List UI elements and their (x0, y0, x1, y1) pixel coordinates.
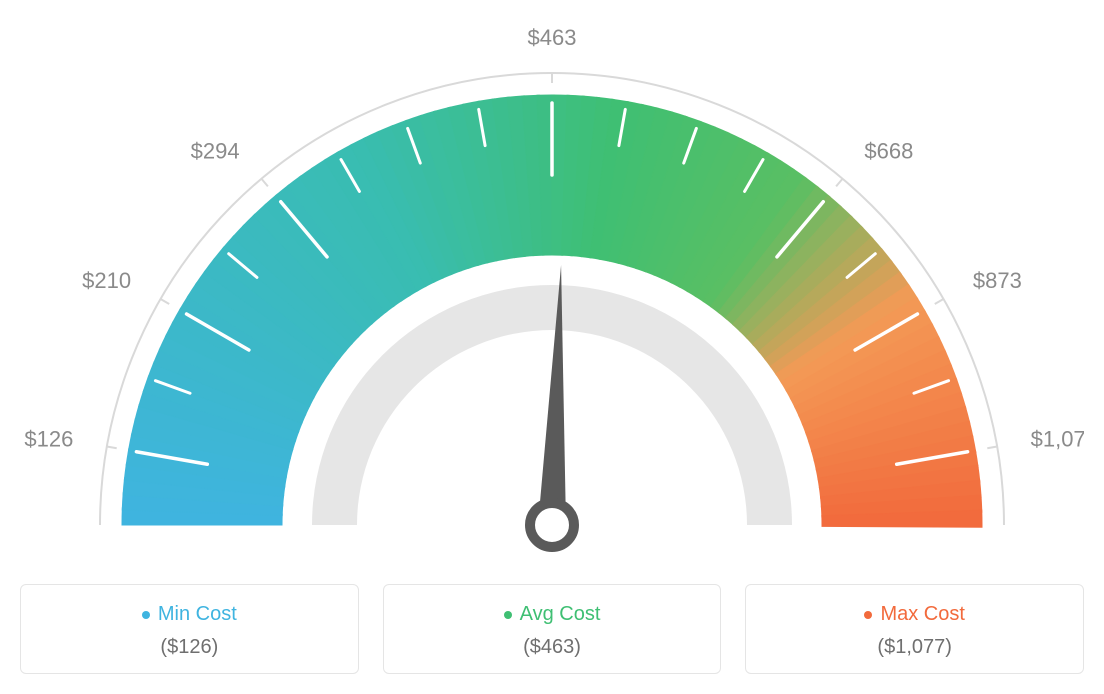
legend-value-min: ($126) (33, 636, 346, 659)
legend-label-avg: Avg Cost (520, 603, 601, 626)
legend-label-max: Max Cost (880, 603, 964, 626)
dot-avg-icon (504, 611, 512, 619)
svg-text:$210: $210 (82, 268, 131, 293)
legend-value-avg: ($463) (396, 636, 709, 659)
dot-max-icon (864, 611, 872, 619)
legend-title-min: Min Cost (142, 603, 237, 626)
legend-value-max: ($1,077) (758, 636, 1071, 659)
legend-title-avg: Avg Cost (504, 603, 601, 626)
dot-min-icon (142, 611, 150, 619)
legend-card-max: Max Cost ($1,077) (745, 584, 1084, 674)
legend-row: Min Cost ($126) Avg Cost ($463) Max Cost… (20, 584, 1084, 674)
svg-text:$126: $126 (24, 427, 73, 452)
svg-text:$463: $463 (528, 25, 577, 50)
legend-card-min: Min Cost ($126) (20, 584, 359, 674)
legend-label-min: Min Cost (158, 603, 237, 626)
gauge-svg: $126 $210 $294 $463 $668 $873 $1,077 (20, 20, 1084, 560)
gauge-chart: $126 $210 $294 $463 $668 $873 $1,077 Min Cost … (20, 20, 1084, 674)
svg-text:$873: $873 (973, 268, 1022, 293)
legend-card-avg: Avg Cost ($463) (383, 584, 722, 674)
svg-text:$668: $668 (864, 139, 913, 164)
legend-title-max: Max Cost (864, 603, 964, 626)
svg-text:$1,077: $1,077 (1031, 427, 1084, 452)
svg-text:$294: $294 (191, 139, 240, 164)
